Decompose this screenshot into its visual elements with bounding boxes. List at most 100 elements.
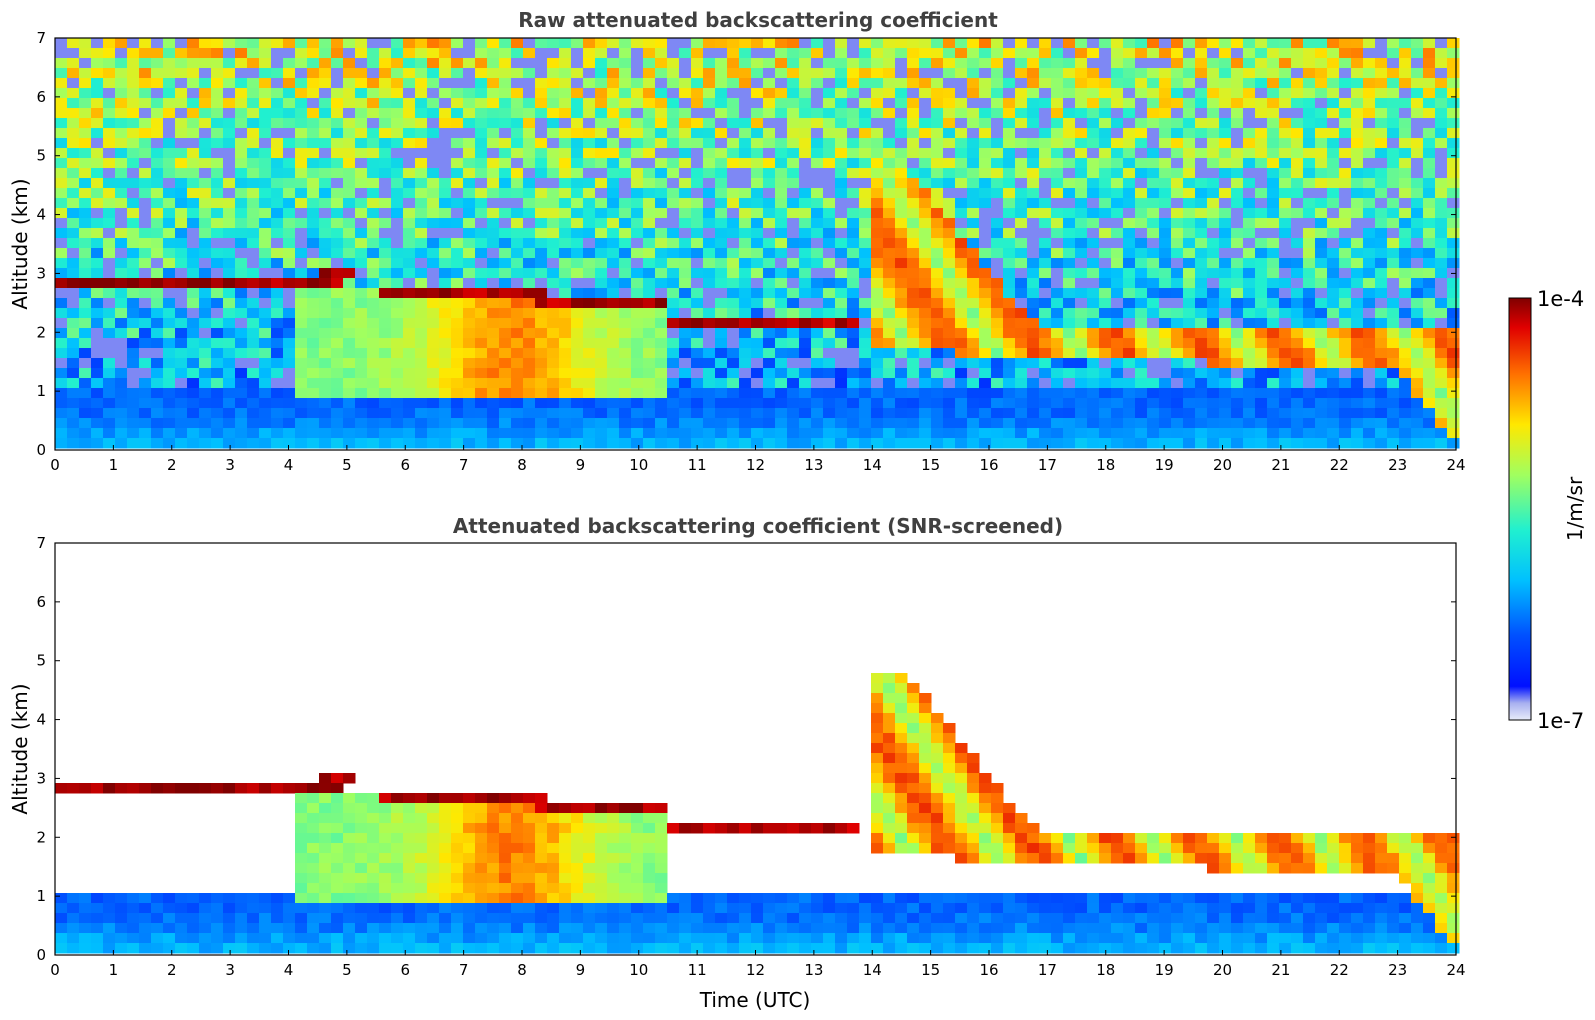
heatmap-cell [1039, 298, 1052, 309]
heatmap-cell [679, 48, 692, 59]
heatmap-cell [403, 388, 416, 399]
heatmap-cell [1447, 208, 1460, 219]
heatmap-cell [1243, 288, 1256, 299]
heatmap-cell [319, 258, 332, 269]
heatmap-cell [1255, 428, 1268, 439]
heatmap-cell [1171, 98, 1184, 109]
heatmap-cell [307, 178, 320, 189]
heatmap-cell [1327, 48, 1340, 59]
heatmap-cell [127, 108, 140, 119]
heatmap-cell [127, 913, 140, 924]
heatmap-cell [1075, 88, 1088, 99]
heatmap-cell [799, 388, 812, 399]
heatmap-cell [307, 108, 320, 119]
heatmap-cell [1075, 388, 1088, 399]
heatmap-cell [223, 338, 236, 349]
heatmap-cell [775, 388, 788, 399]
heatmap-cell [1099, 128, 1112, 139]
heatmap-cell [955, 178, 968, 189]
heatmap-cell [199, 903, 212, 914]
heatmap-cell [835, 388, 848, 399]
heatmap-cell [67, 38, 80, 49]
heatmap-cell [55, 288, 68, 299]
heatmap-cell [115, 98, 128, 109]
heatmap-cell [703, 68, 716, 79]
heatmap-cell [1387, 188, 1400, 199]
heatmap-cell [931, 298, 944, 309]
heatmap-cell [1003, 338, 1016, 349]
heatmap-cell [151, 218, 164, 229]
heatmap-cell [559, 308, 572, 319]
heatmap-cell [1351, 48, 1364, 59]
heatmap-cell [643, 358, 656, 369]
heatmap-cell [847, 198, 860, 209]
heatmap-cell [1447, 348, 1460, 359]
heatmap-cell [463, 428, 476, 439]
heatmap-cell [739, 308, 752, 319]
heatmap-cell [883, 168, 896, 179]
heatmap-cell [1219, 388, 1232, 399]
heatmap-cell [1219, 98, 1232, 109]
heatmap-cell [1075, 138, 1088, 149]
heatmap-cell [211, 248, 224, 259]
heatmap-cell [1051, 148, 1064, 159]
heatmap-cell [271, 288, 284, 299]
heatmap-cell [487, 98, 500, 109]
heatmap-cell [559, 138, 572, 149]
heatmap-cell [55, 178, 68, 189]
heatmap-cell [1375, 358, 1388, 369]
heatmap-cell [607, 58, 620, 69]
heatmap-cell [1003, 48, 1016, 59]
heatmap-cell [763, 358, 776, 369]
heatmap-cell [1159, 38, 1172, 49]
heatmap-cell [1171, 278, 1184, 289]
heatmap-cell [859, 198, 872, 209]
heatmap-cell [1075, 98, 1088, 109]
heatmap-cell [1219, 188, 1232, 199]
heatmap-cell [379, 288, 392, 299]
heatmap-cell [835, 238, 848, 249]
heatmap-cell [523, 228, 536, 239]
heatmap-cell [1015, 318, 1028, 329]
heatmap-cell [1399, 118, 1412, 129]
heatmap-cell [499, 288, 512, 299]
heatmap-cell [1111, 438, 1124, 449]
heatmap-cell [1051, 368, 1064, 379]
heatmap-cell [151, 893, 164, 904]
heatmap-cell [1231, 218, 1244, 229]
heatmap-cell [79, 783, 92, 794]
heatmap-cell [271, 58, 284, 69]
heatmap-cell [1195, 58, 1208, 69]
heatmap-cell [115, 218, 128, 229]
heatmap-cell [763, 278, 776, 289]
heatmap-cell [1267, 138, 1280, 149]
heatmap-cell [1279, 258, 1292, 269]
heatmap-cell [631, 38, 644, 49]
heatmap-cell [427, 368, 440, 379]
heatmap-cell [1327, 378, 1340, 389]
heatmap-cell [223, 298, 236, 309]
heatmap-cell [835, 168, 848, 179]
heatmap-cell [343, 408, 356, 419]
heatmap-cell [883, 328, 896, 339]
heatmap-cell [811, 328, 824, 339]
heatmap-cell [799, 178, 812, 189]
heatmap-cell [295, 428, 308, 439]
heatmap-cell [1339, 238, 1352, 249]
heatmap-cell [103, 158, 116, 169]
heatmap-cell [799, 228, 812, 239]
heatmap-cell [1219, 48, 1232, 59]
heatmap-cell [1075, 308, 1088, 319]
heatmap-cell [1447, 238, 1460, 249]
heatmap-cell [763, 428, 776, 439]
heatmap-cell [607, 118, 620, 129]
heatmap-cell [619, 248, 632, 259]
heatmap-cell [619, 218, 632, 229]
heatmap-cell [1447, 148, 1460, 159]
heatmap-cell [355, 428, 368, 439]
heatmap-cell [1387, 238, 1400, 249]
heatmap-cell [1219, 128, 1232, 139]
heatmap-cell [715, 218, 728, 229]
heatmap-cell [811, 258, 824, 269]
heatmap-cell [1363, 208, 1376, 219]
